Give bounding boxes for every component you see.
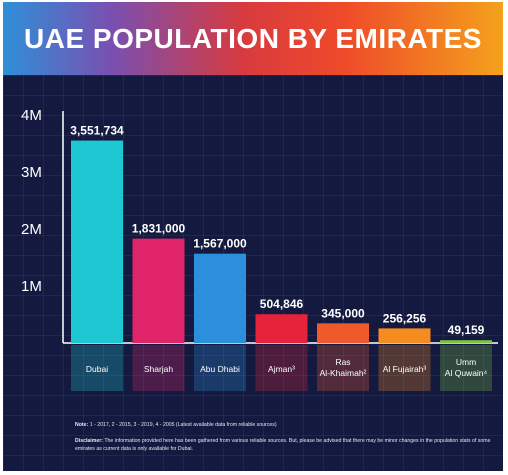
bar bbox=[255, 314, 308, 343]
y-tick-label: 4M bbox=[21, 107, 42, 124]
note-label: Note: bbox=[75, 422, 89, 428]
plot-area: 1M 2M 3M 4M 3,551,734 Dubai 1,831,000 Sharjah 1,… bbox=[3, 75, 503, 471]
category-label: Ras bbox=[335, 357, 350, 367]
bar bbox=[378, 328, 431, 343]
disclaimer: Disclaimer: The information provided her… bbox=[75, 438, 500, 453]
category-label: Al Quwain⁴ bbox=[445, 368, 488, 378]
category-label: Abu Dhabi bbox=[200, 364, 240, 374]
category-tile bbox=[440, 345, 492, 391]
category-tile bbox=[132, 345, 185, 391]
data-label: 504,846 bbox=[260, 297, 304, 311]
data-label: 49,159 bbox=[448, 323, 485, 337]
data-label: 256,256 bbox=[383, 311, 427, 325]
chart-title: UAE POPULATION BY EMIRATES bbox=[24, 23, 482, 54]
data-label: 345,000 bbox=[321, 306, 365, 320]
bar bbox=[132, 238, 185, 343]
category-tile bbox=[378, 345, 431, 391]
category-tile bbox=[71, 345, 123, 391]
bar bbox=[440, 340, 492, 343]
infographic: UAE POPULATION BY EMIRATES 1M 2M 3M 4M 3,551… bbox=[3, 2, 503, 471]
data-label: 3,551,734 bbox=[70, 124, 124, 138]
title-banner: UAE POPULATION BY EMIRATES bbox=[3, 2, 503, 75]
category-tile bbox=[317, 345, 369, 391]
disclaimer-label: Disclaimer: bbox=[75, 438, 103, 444]
disclaimer-text: The information provided here has been g… bbox=[75, 438, 491, 452]
category-label: Sharjah bbox=[144, 364, 174, 374]
category-tile bbox=[255, 345, 308, 391]
category-label: Al Fujairah³ bbox=[383, 364, 427, 374]
category-label: Umm bbox=[456, 357, 476, 367]
category-tile bbox=[194, 345, 246, 391]
bar bbox=[317, 323, 369, 343]
bar-chart: 1M 2M 3M 4M 3,551,734 Dubai 1,831,000 Sharjah 1,… bbox=[21, 107, 498, 391]
bar bbox=[194, 253, 246, 343]
y-tick-label: 2M bbox=[21, 221, 42, 238]
category-label: Dubai bbox=[86, 364, 108, 374]
note-text: 1 - 2017, 2 - 2015, 3 - 2019, 4 - 2005 (… bbox=[88, 422, 277, 428]
bar bbox=[71, 140, 123, 343]
data-label: 1,831,000 bbox=[132, 222, 186, 236]
category-label: Ajman³ bbox=[268, 364, 295, 374]
y-tick-label: 1M bbox=[21, 278, 42, 295]
category-label: Al-Khaimah² bbox=[320, 368, 367, 378]
y-tick-label: 3M bbox=[21, 164, 42, 181]
footnote: Note: 1 - 2017, 2 - 2015, 3 - 2019, 4 - … bbox=[75, 422, 500, 429]
data-label: 1,567,000 bbox=[193, 237, 247, 251]
